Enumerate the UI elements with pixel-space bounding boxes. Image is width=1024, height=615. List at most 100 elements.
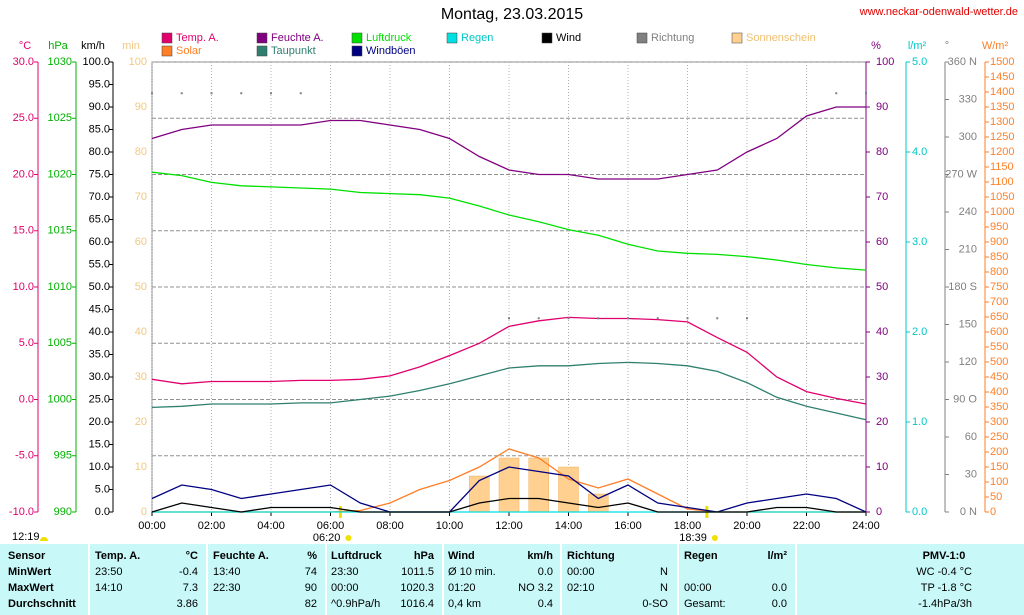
y-tick-label: 10.0	[13, 281, 34, 293]
y-tick-label: 30	[135, 371, 147, 383]
table-cell: TP -1.8 °C	[921, 582, 972, 594]
series-line	[151, 466, 867, 513]
y-tick-label: 1250	[990, 131, 1014, 143]
y-tick-label: 450	[990, 371, 1008, 383]
y-tick-label: 1350	[990, 101, 1014, 113]
y-tick-label: 10	[876, 461, 888, 473]
legend-label: Temp. A.	[176, 32, 219, 44]
legend-swatch	[541, 32, 553, 44]
y-tick-label: 1150	[990, 161, 1014, 173]
y-tick-label: 40	[876, 326, 888, 338]
y-tick-label: 90.0	[89, 101, 110, 113]
y-tick-label: 80.0	[89, 146, 110, 158]
y-tick-label: 0.0	[19, 393, 34, 405]
table-cell: Richtung	[567, 550, 615, 562]
x-tick-label: 18:00	[674, 520, 702, 532]
y-tick-label: 950	[990, 221, 1008, 233]
x-tick-label: 06:00	[317, 520, 345, 532]
noon-sun	[40, 537, 48, 541]
y-tick-label: 800	[990, 266, 1008, 278]
table-cell: 14:10	[95, 582, 123, 594]
y-tick-label: 60	[876, 236, 888, 248]
table-cell: 22:30	[213, 582, 241, 594]
direction-dot	[180, 92, 183, 95]
y-tick-label: 5.0	[19, 337, 34, 349]
direction-dot	[210, 92, 213, 95]
y-tick-label: 330	[959, 93, 977, 105]
table-cell: -0.4	[179, 566, 198, 578]
y-tick-label: 75.0	[89, 168, 110, 180]
table-cell: 00:00	[567, 566, 595, 578]
table-cell: NO 3.2	[518, 582, 553, 594]
table-cell: 90	[305, 582, 317, 594]
direction-dot	[537, 317, 540, 320]
y-tick-label: 25.0	[89, 393, 110, 405]
y-tick-label: 25.0	[13, 112, 34, 124]
y-tick-label: 350	[990, 401, 1008, 413]
direction-dot	[835, 92, 838, 95]
table-section	[679, 544, 795, 615]
y-tick-label: 1005	[48, 337, 72, 349]
table-cell: MinWert	[8, 566, 52, 578]
y-tick-label: 30.0	[13, 56, 34, 68]
x-tick-label: 16:00	[614, 520, 642, 532]
y-tick-label: 55.0	[89, 258, 110, 270]
table-cell: 3.86	[177, 598, 198, 610]
legend-swatch	[256, 45, 268, 57]
direction-dot	[716, 317, 719, 320]
table-section	[208, 544, 325, 615]
y-tick-label: 90	[876, 101, 888, 113]
y-tick-label: 20	[876, 416, 888, 428]
table-cell: WC -0.4 °C	[916, 566, 972, 578]
direction-dot	[656, 317, 659, 320]
legend-swatch	[161, 45, 173, 57]
table-cell: -1.4hPa/3h	[918, 598, 972, 610]
y-tick-label: 270 W	[945, 168, 977, 180]
legend-swatch	[351, 45, 363, 57]
direction-dot	[151, 92, 153, 95]
y-tick-label: 80	[135, 146, 147, 158]
table-cell: 1016.4	[400, 598, 434, 610]
y-tick-label: 1100	[990, 176, 1014, 188]
table-cell: 00:00	[684, 582, 712, 594]
y-tick-label: 600	[990, 326, 1008, 338]
direction-dot	[270, 92, 272, 95]
y-tick-label: 1020	[48, 168, 72, 180]
axis-title: %	[871, 40, 881, 52]
sunshine-bar	[528, 457, 549, 513]
legend-label: Taupunkt	[271, 45, 316, 57]
y-tick-label: -10.0	[9, 506, 34, 518]
y-tick-label: 60.0	[89, 236, 110, 248]
x-tick-label: 14:00	[555, 520, 583, 532]
legend-label: Windböen	[366, 45, 416, 57]
y-tick-label: 10.0	[89, 461, 110, 473]
y-tick-label: 1200	[990, 146, 1014, 158]
table-section	[0, 544, 88, 615]
series-line	[151, 106, 866, 180]
table-section	[444, 544, 560, 615]
y-tick-label: 1010	[48, 281, 72, 293]
y-tick-label: 250	[990, 431, 1008, 443]
table-cell: Durchschnitt	[8, 598, 76, 610]
y-tick-label: 0.0	[912, 506, 927, 518]
y-tick-label: 3.0	[912, 236, 927, 248]
y-tick-label: 0	[990, 506, 996, 518]
direction-dot	[865, 92, 867, 95]
y-tick-label: 35.0	[89, 348, 110, 360]
y-tick-label: 1400	[990, 86, 1014, 98]
table-cell: 0,4 km	[448, 598, 481, 610]
table-cell: Regen	[684, 550, 718, 562]
legend-label: Wind	[556, 32, 581, 44]
table-cell: Sensor	[8, 550, 46, 562]
table-cell: PMV-1:0	[923, 550, 966, 562]
axis-title: °	[945, 40, 949, 52]
y-tick-label: 5.0	[912, 56, 927, 68]
table-cell: 02:10	[567, 582, 595, 594]
series-line	[151, 171, 867, 271]
chart-title: Montag, 23.03.2015	[441, 6, 583, 23]
y-tick-label: 150	[990, 461, 1008, 473]
legend-swatch	[161, 32, 173, 44]
legend-swatch	[256, 32, 268, 44]
table-cell: Ø 10 min.	[448, 566, 496, 578]
table-cell: 1011.5	[401, 566, 434, 578]
